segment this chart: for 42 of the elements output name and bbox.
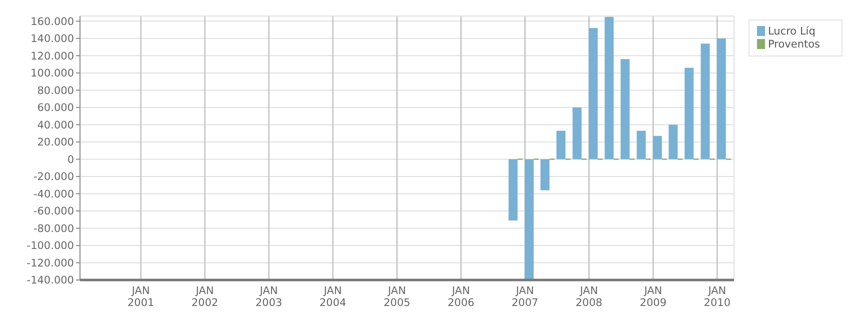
bar [556,130,566,160]
x-tick-label: JAN 2006 [448,285,475,309]
y-tick-label: 80.000 [37,84,74,97]
x-tick-label: JAN 2001 [127,285,154,309]
y-tick-label: 40.000 [37,119,74,132]
bar [588,28,598,160]
y-tick-label: -140.000 [26,274,74,287]
y-tick-label: -80.000 [33,222,74,235]
y-tick-label: 140.000 [30,33,74,46]
bar [524,159,534,280]
x-tick-label: JAN 2004 [319,285,347,309]
x-tick-label: JAN 2009 [640,285,667,309]
y-tick-label: 0 [67,154,74,166]
legend-label: Lucro Líq [768,26,816,38]
y-tick-label: -40.000 [33,188,74,200]
y-tick-label: 20.000 [37,136,74,149]
bar [540,159,550,190]
bar [652,136,662,160]
y-tick-label: 100.000 [30,68,74,80]
y-tick-label: -120.000 [26,257,74,270]
legend-label: Proventos [768,38,820,51]
y-tick-label: -20.000 [33,171,74,184]
bar [572,107,582,160]
y-tick-label: 160.000 [30,16,74,28]
bar [636,130,646,160]
x-tick-label: JAN 2007 [512,285,538,309]
bar [700,44,710,160]
bar [620,59,630,160]
x-tick-label: JAN 2010 [704,285,731,309]
y-tick-label: 60.000 [37,102,74,114]
bar [508,159,518,220]
y-tick-label: 120.000 [30,50,74,62]
x-tick-label: JAN 2008 [576,285,602,309]
x-tick-label: JAN 2005 [384,285,410,309]
bar [604,16,614,160]
bar [716,38,726,160]
bar [684,68,694,160]
x-tick-label: JAN 2002 [191,285,218,309]
y-tick-label: -100.000 [26,240,74,252]
y-tick-label: -60.000 [33,206,74,218]
x-tick-label: JAN 2003 [255,285,282,309]
bar [668,124,678,160]
